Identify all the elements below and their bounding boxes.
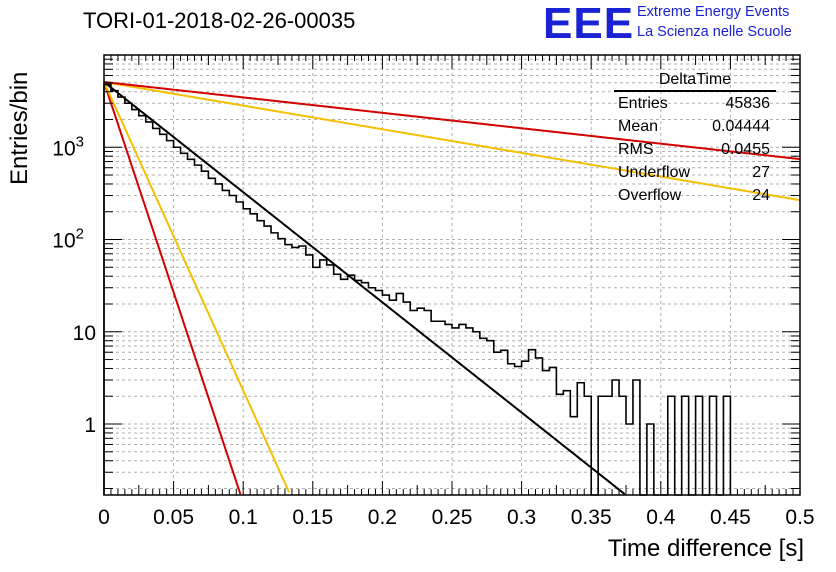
histogram-steps: [103, 83, 732, 496]
fit-curve-fit: [103, 81, 626, 495]
fit-curve-upper-fast: [103, 80, 801, 202]
y-tick-label: 1: [84, 414, 96, 437]
chart-title: TORI-01-2018-02-26-00035: [83, 8, 356, 33]
fit-curve-lower-slow: [103, 81, 291, 493]
stats-label: RMS: [618, 141, 654, 158]
logo-line-1: Extreme Energy Events: [637, 4, 790, 20]
x-tick-label: 0.05: [153, 506, 194, 529]
x-tick-label: 0.25: [432, 506, 473, 529]
x-tick-label: 0: [98, 506, 110, 529]
fit-curve-upper-slow: [103, 80, 801, 161]
stats-value: 45836: [725, 95, 771, 112]
x-tick-label: 0.2: [368, 506, 397, 529]
stats-box: DeltaTime Entries 45836 Mean 0.04444 RMS…: [610, 70, 780, 207]
stats-label: Overflow: [618, 187, 682, 204]
stats-row-rms: RMS 0.0455: [610, 138, 780, 161]
y-tick-label: 10: [73, 322, 96, 345]
histogram: [103, 83, 732, 496]
fit-curve-lower-fast: [103, 81, 242, 495]
stats-row-mean: Mean 0.04444: [610, 115, 780, 138]
y-tick-label: 103: [52, 133, 84, 160]
x-tick-label: 0.5: [785, 506, 814, 529]
x-tick-label: 0.3: [507, 506, 536, 529]
stats-value: 0.0455: [721, 141, 770, 158]
x-axis-label: Time difference [s]: [607, 535, 804, 562]
stats-label: Underflow: [618, 164, 691, 181]
x-tick-label: 0.45: [710, 506, 751, 529]
stats-label: Entries: [618, 95, 668, 112]
logo-line-2: La Scienza nelle Scuole: [637, 24, 792, 40]
y-tick-label: 102: [52, 226, 84, 253]
stats-row-overflow: Overflow 24: [610, 184, 780, 207]
stats-value: 24: [752, 187, 770, 204]
eee-logo: EEE: [543, 0, 635, 48]
fit-curves: [103, 80, 801, 495]
x-tick-label: 0.15: [292, 506, 333, 529]
y-axis-label: Entries/bin: [6, 71, 33, 185]
stats-value: 0.04444: [712, 118, 770, 135]
axis-ticks: [103, 55, 801, 495]
tick-labels: 0 0.05 0.1 0.15 0.2 0.25 0.3 0.35 0.4 0.45 0.5 1 10 1…: [52, 133, 814, 529]
stats-box-title: DeltaTime: [614, 70, 776, 92]
x-tick-label: 0.4: [646, 506, 676, 529]
stats-value: 27: [752, 164, 770, 181]
stats-row-underflow: Underflow 27: [610, 161, 780, 184]
stats-row-entries: Entries 45836: [610, 92, 780, 115]
x-tick-label: 0.1: [229, 506, 258, 529]
stats-label: Mean: [618, 118, 659, 135]
x-tick-label: 0.35: [571, 506, 612, 529]
